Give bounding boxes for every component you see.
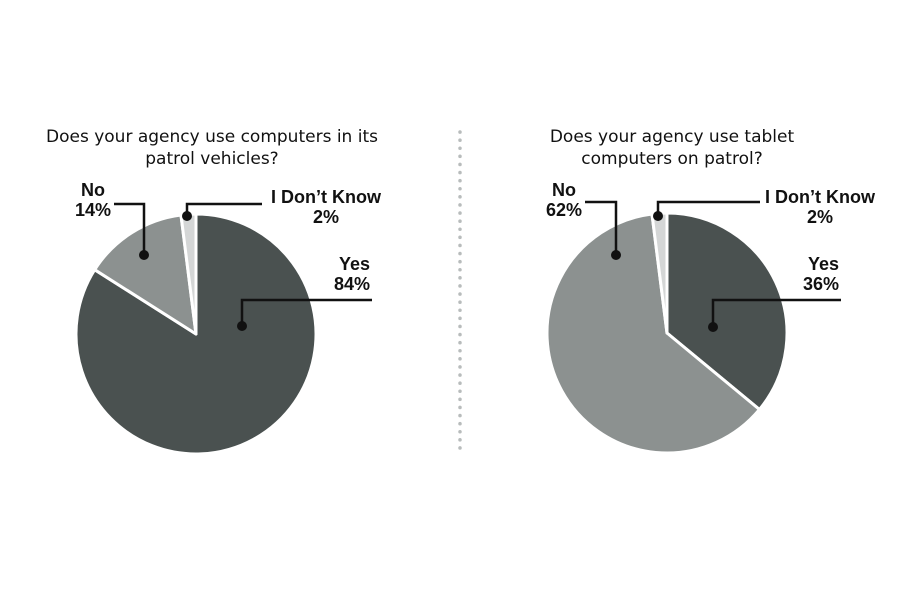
callout-line-yes [240,298,372,326]
slice-value-no: 62% [546,200,582,220]
slice-value-yes: 36% [803,274,839,294]
chart-title: Does your agency use computers in its pa… [0,126,442,170]
slice-value-no: 14% [75,200,111,220]
pie-slice-no [545,212,761,455]
slice-label-no: No [552,180,576,200]
callout-dot-no [611,250,621,260]
slice-value-yes: 84% [334,274,370,294]
callout-dot-no [139,250,149,260]
slice-value-i-don-t-know: 2% [807,207,833,227]
chart-title-line-1: Does your agency use tablet [549,127,795,147]
chart-title-line-2: patrol vehicles? [145,149,279,169]
callout-dot-i-don-t-know [653,211,663,221]
callout-line-no [585,200,618,255]
pie-slice-no [93,213,198,336]
slice-label-i-don-t-know: I Don’t Know [271,187,382,207]
callout-dot-yes [708,322,718,332]
chart-title-line-1: Does your agency use computers in its [46,127,378,147]
callout-line-no [114,202,146,255]
callout-dot-yes [237,321,247,331]
slice-label-yes: Yes [808,254,839,274]
chart-title: Does your agency use tablet computers on… [442,126,902,170]
callout-dot-i-don-t-know [182,211,192,221]
slice-label-no: No [81,180,105,200]
chart-panel-tablet-computers: Does your agency use tablet computers on… [460,0,920,613]
callout-line-yes [711,298,841,327]
slice-value-i-don-t-know: 2% [313,207,339,227]
pie-slice-yes [665,211,789,411]
slice-label-yes: Yes [339,254,370,274]
chart-panel-agency-computers: Does your agency use computers in its pa… [0,126,442,456]
slice-label-i-don-t-know: I Don’t Know [765,187,876,207]
dotted-divider [458,130,462,450]
chart-title-line-2: computers on patrol? [581,149,763,169]
